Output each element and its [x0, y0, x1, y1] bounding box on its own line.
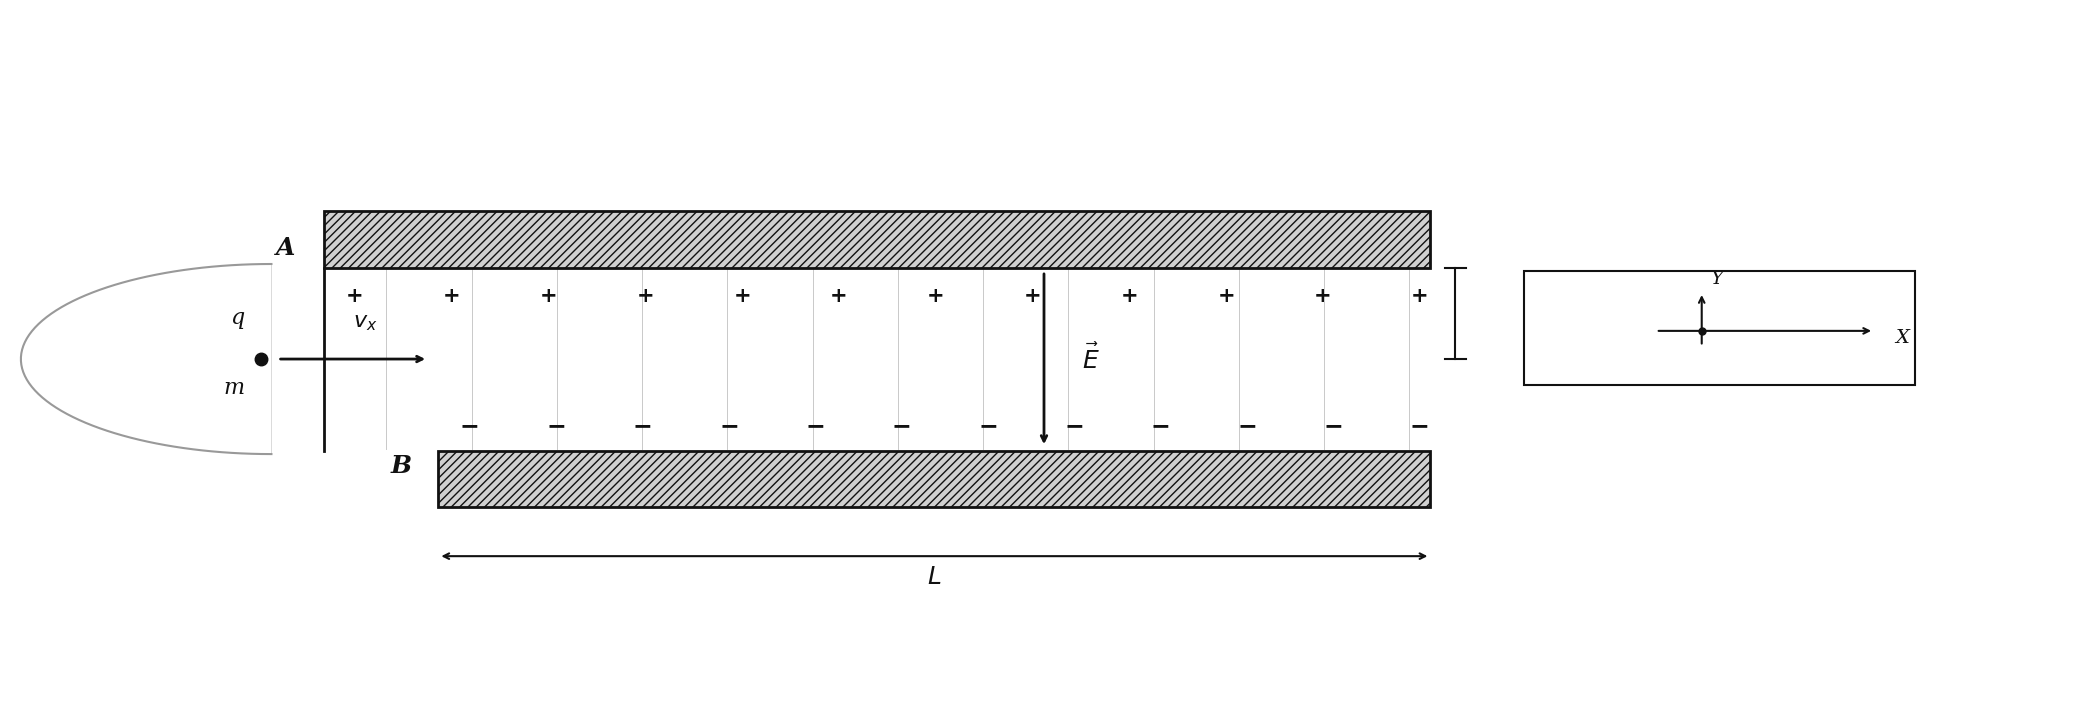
- Bar: [438, 451, 1430, 507]
- Text: +: +: [733, 286, 752, 306]
- Text: +: +: [1023, 286, 1042, 306]
- Text: +: +: [637, 286, 654, 306]
- Text: B: B: [390, 454, 411, 478]
- Text: −: −: [459, 414, 480, 438]
- Text: −: −: [1238, 414, 1257, 438]
- Text: +: +: [443, 286, 461, 306]
- Text: +: +: [1313, 286, 1332, 306]
- Text: −: −: [633, 414, 651, 438]
- Text: −: −: [892, 414, 912, 438]
- Text: −: −: [547, 414, 566, 438]
- Text: −: −: [1065, 414, 1084, 438]
- Text: $v_x$: $v_x$: [353, 311, 378, 333]
- Text: m: m: [223, 377, 244, 399]
- Text: +: +: [831, 286, 848, 306]
- Text: +: +: [927, 286, 944, 306]
- Text: $L$: $L$: [927, 566, 942, 589]
- Text: −: −: [806, 414, 825, 438]
- Text: −: −: [977, 414, 998, 438]
- Bar: [1524, 271, 1915, 384]
- Text: q: q: [230, 307, 244, 329]
- Text: −: −: [718, 414, 739, 438]
- Text: −: −: [1324, 414, 1343, 438]
- Text: +: +: [1121, 286, 1138, 306]
- Text: Y: Y: [1710, 270, 1723, 288]
- Text: A: A: [276, 237, 296, 260]
- Text: $\vec{E}$: $\vec{E}$: [1082, 344, 1100, 374]
- Text: +: +: [541, 286, 557, 306]
- Text: +: +: [347, 286, 363, 306]
- Text: −: −: [1409, 414, 1430, 438]
- Text: +: +: [1217, 286, 1234, 306]
- Text: −: −: [1150, 414, 1171, 438]
- Text: X: X: [1894, 329, 1908, 347]
- Bar: [324, 211, 1430, 268]
- Text: +: +: [1411, 286, 1428, 306]
